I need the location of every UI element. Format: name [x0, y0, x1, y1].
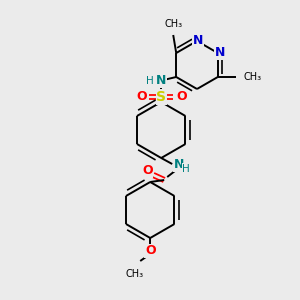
- Text: O: O: [145, 244, 155, 257]
- Text: CH₃: CH₃: [125, 269, 143, 279]
- Text: CH₃: CH₃: [244, 72, 262, 82]
- Text: O: O: [136, 91, 146, 103]
- Text: O: O: [142, 164, 152, 178]
- Text: N: N: [156, 74, 166, 88]
- Text: S: S: [156, 90, 166, 104]
- Text: H: H: [182, 164, 190, 174]
- Text: N: N: [214, 46, 225, 59]
- Text: N: N: [174, 158, 184, 172]
- Text: H: H: [146, 76, 154, 86]
- Text: O: O: [176, 91, 187, 103]
- Text: CH₃: CH₃: [164, 19, 182, 29]
- Text: N: N: [193, 34, 203, 46]
